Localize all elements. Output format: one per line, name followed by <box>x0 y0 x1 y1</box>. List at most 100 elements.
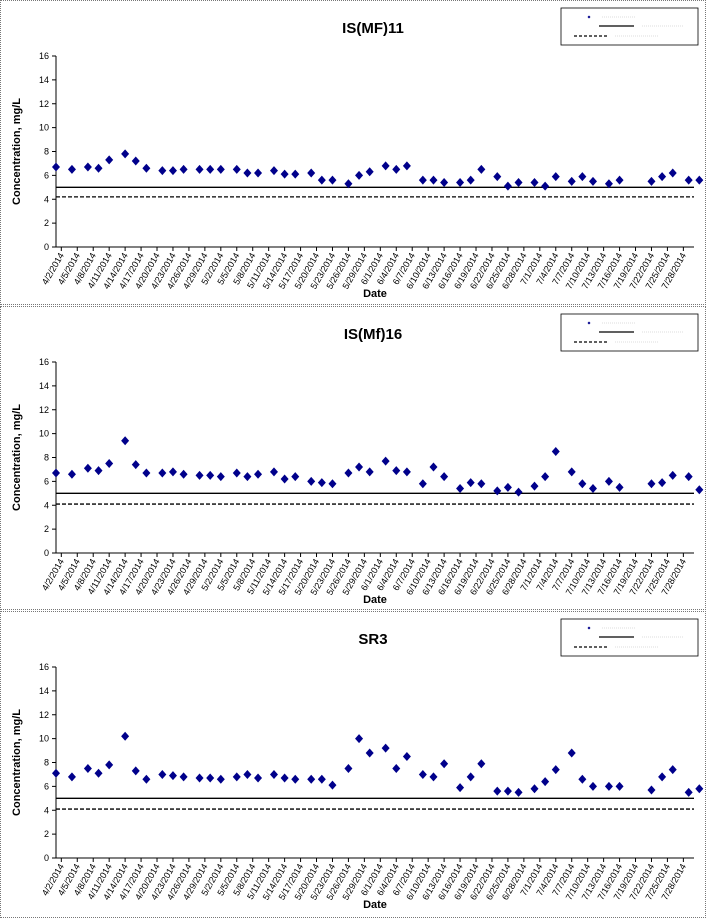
legend-box <box>560 313 699 352</box>
data-point <box>402 752 411 762</box>
data-point <box>105 760 114 770</box>
data-point <box>588 781 597 791</box>
data-point <box>83 463 92 473</box>
data-point <box>307 476 316 486</box>
data-point <box>418 175 427 185</box>
y-tick-label: 4 <box>44 500 49 510</box>
y-tick-label: 0 <box>44 548 49 558</box>
data-point <box>355 734 364 744</box>
data-point <box>530 178 539 188</box>
data-point <box>440 472 449 482</box>
data-point <box>477 479 486 489</box>
data-point <box>647 785 656 795</box>
data-point <box>429 175 438 185</box>
data-point <box>280 474 289 484</box>
x-axis-label: Date <box>363 594 387 606</box>
y-tick-label: 12 <box>39 99 49 109</box>
data-point <box>158 166 167 176</box>
data-point <box>216 472 225 482</box>
data-point <box>317 774 326 784</box>
y-tick-label: 14 <box>39 75 49 85</box>
data-point <box>142 468 151 478</box>
data-point <box>280 169 289 179</box>
data-point <box>684 787 693 797</box>
y-tick-label: 10 <box>39 429 49 439</box>
data-point <box>365 748 374 758</box>
data-point <box>67 772 76 782</box>
data-point <box>658 172 667 182</box>
data-point <box>317 478 326 488</box>
data-point <box>668 470 677 480</box>
data-point <box>328 175 337 185</box>
data-point <box>541 472 550 482</box>
data-point <box>551 172 560 182</box>
legend <box>560 618 699 657</box>
data-point <box>477 759 486 769</box>
data-point <box>477 164 486 174</box>
data-point <box>684 175 693 185</box>
data-point <box>647 479 656 489</box>
data-point <box>541 777 550 787</box>
y-tick-label: 12 <box>39 710 49 720</box>
chart-svg-3: SR302468101214164/2/20144/5/20144/8/2014… <box>11 618 704 911</box>
y-tick-label: 10 <box>39 734 49 744</box>
data-point <box>179 164 188 174</box>
data-point <box>647 176 656 186</box>
data-point <box>179 772 188 782</box>
data-point <box>243 168 252 178</box>
data-point <box>67 469 76 479</box>
data-point <box>291 472 300 482</box>
data-point <box>541 181 550 191</box>
data-point <box>232 164 241 174</box>
data-point <box>328 780 337 790</box>
data-point <box>344 763 353 773</box>
data-point <box>503 786 512 796</box>
y-axis-label: Concentration, mg/L <box>11 98 23 205</box>
data-point <box>355 462 364 472</box>
data-point <box>381 743 390 753</box>
y-tick-label: 8 <box>44 758 49 768</box>
data-point <box>52 162 60 172</box>
data-point <box>402 467 411 477</box>
data-point <box>615 175 624 185</box>
data-point <box>216 774 225 784</box>
data-point <box>67 164 76 174</box>
data-point <box>456 484 465 494</box>
data-point <box>105 155 114 165</box>
y-tick-label: 6 <box>44 781 49 791</box>
data-point <box>578 172 587 182</box>
data-point <box>269 166 278 176</box>
legend-marker-swatch <box>587 321 591 325</box>
y-tick-label: 6 <box>44 170 49 180</box>
data-point <box>578 479 587 489</box>
y-tick-label: 4 <box>44 805 49 815</box>
data-point <box>83 162 92 172</box>
data-point <box>142 774 151 784</box>
chart-panel-1: IS(MF)11 0 2 4 6 8 10 12 14 16 4/2/2014 4/5/2014 4/8… <box>0 0 706 305</box>
y-tick-label: 14 <box>39 686 49 696</box>
data-point <box>344 179 353 189</box>
data-point <box>668 168 677 178</box>
data-point <box>695 485 704 495</box>
data-point <box>604 179 613 189</box>
y-tick-label: 0 <box>44 242 49 252</box>
data-point <box>142 163 151 173</box>
data-point <box>567 467 576 477</box>
chart-svg-2: IS(Mf)1602468101214164/2/20144/5/20144/8… <box>11 313 704 606</box>
data-point <box>418 479 427 489</box>
data-point <box>179 469 188 479</box>
data-point <box>493 486 502 496</box>
data-point <box>195 164 204 174</box>
data-point <box>551 447 560 457</box>
y-tick-label: 16 <box>39 662 49 672</box>
data-point <box>131 460 140 470</box>
data-point <box>381 456 390 466</box>
data-point <box>466 772 475 782</box>
data-point <box>344 468 353 478</box>
y-tick-label: 16 <box>39 357 49 367</box>
chart-title: IS(Mf)16 <box>344 326 402 343</box>
data-point <box>291 774 300 784</box>
legend-marker-swatch <box>587 15 591 19</box>
y-tick-label: 14 <box>39 381 49 391</box>
data-point <box>254 168 263 178</box>
